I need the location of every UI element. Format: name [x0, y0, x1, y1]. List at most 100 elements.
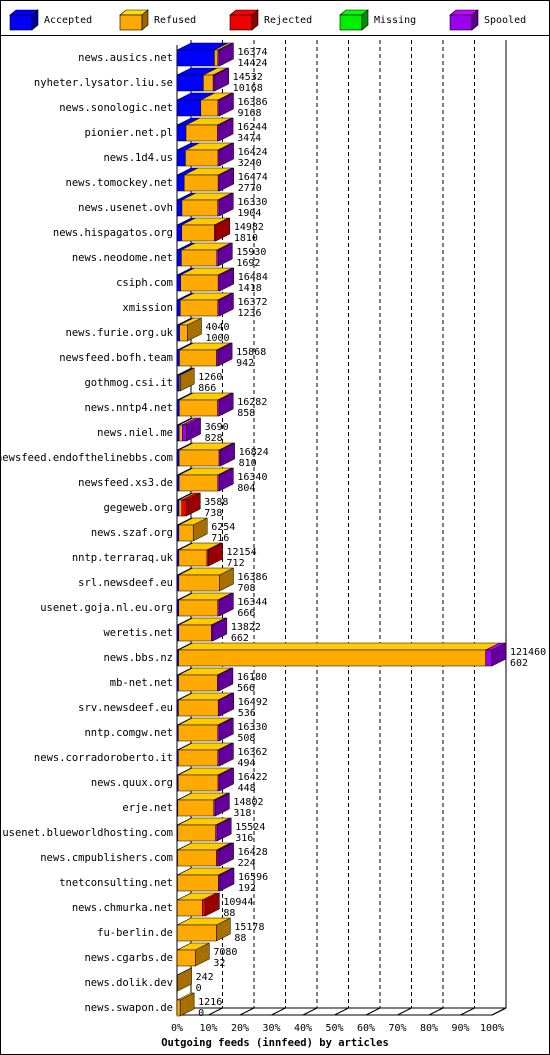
bar-segment	[181, 249, 218, 267]
accepted-label: 1418	[238, 283, 262, 294]
accepted-label: 662	[231, 633, 249, 644]
bar-side	[219, 692, 235, 717]
bar-segment	[178, 449, 220, 467]
legend-swatch	[229, 14, 253, 31]
accepted-label: 828	[205, 433, 223, 444]
bar-side	[219, 292, 234, 317]
total-label: 3690	[205, 422, 229, 433]
legend-label: Rejected	[264, 15, 312, 26]
legend-label: Missing	[374, 15, 416, 26]
bar-segment	[176, 624, 179, 642]
accepted-label: 810	[239, 458, 257, 469]
bar-side	[220, 442, 235, 467]
total-label: 16372	[237, 297, 267, 308]
bar-segment	[201, 899, 206, 917]
host-label: usenet.goja.nl.eu.org	[40, 602, 173, 614]
bar-side	[192, 517, 208, 542]
bar-side	[219, 267, 234, 292]
accepted-label: 0	[196, 983, 202, 994]
x-axis-title: Outgoing feeds (innfeed) by articles	[161, 1037, 389, 1049]
total-label: 16484	[238, 272, 268, 283]
total-label: 121460	[510, 647, 546, 658]
x-tick-label: 80%	[420, 1023, 438, 1034]
bar-side	[218, 392, 234, 417]
bar-top	[178, 642, 500, 651]
bar-segment	[203, 74, 214, 92]
accepted-label: 1904	[237, 208, 261, 219]
accepted-label: 2770	[238, 183, 262, 194]
accepted-label: 88	[223, 908, 235, 919]
host-label: nntp.comgw.net	[84, 727, 173, 739]
accepted-label: 712	[227, 558, 245, 569]
accepted-label: 32	[213, 958, 225, 969]
total-label: 16596	[238, 872, 268, 883]
x-tick-label: 20%	[231, 1023, 249, 1034]
bar-segment	[178, 424, 183, 442]
total-label: 7080	[213, 947, 237, 958]
x-tick-label: 10%	[199, 1023, 217, 1034]
bar-segment	[178, 524, 194, 542]
total-label: 15930	[236, 247, 266, 258]
accepted-label: 3240	[238, 158, 262, 169]
bar-segment	[176, 499, 180, 517]
host-label: srl.newsdeef.eu	[78, 577, 173, 589]
accepted-label: 10168	[233, 83, 263, 94]
host-label: news.dolik.dev	[84, 977, 173, 989]
x-tick-label: 40%	[294, 1023, 312, 1034]
total-label: 16362	[237, 747, 267, 758]
host-label: news.quux.org	[91, 777, 173, 789]
bar-side	[219, 567, 234, 592]
total-label: 14802	[233, 797, 263, 808]
total-label: 16244	[237, 122, 267, 133]
accepted-label: 88	[234, 933, 246, 944]
x-tick-label: 100%	[480, 1023, 504, 1034]
total-label: 16422	[238, 772, 268, 783]
tick-mark	[428, 1007, 444, 1016]
host-label: news.usenet.ovh	[78, 202, 173, 214]
host-label: news.hispagatos.org	[53, 227, 173, 239]
bar-segment	[178, 624, 212, 642]
total-label: 1216	[198, 997, 222, 1008]
bar-segment	[179, 324, 188, 342]
host-label: news.swapon.de	[84, 1002, 173, 1014]
legend-swatch-side	[361, 9, 369, 31]
bar-segment	[179, 349, 217, 367]
host-label: news.corradoroberto.it	[34, 752, 173, 764]
x-tick-label: 0%	[171, 1023, 183, 1034]
bar-side	[218, 667, 234, 692]
bar-side	[219, 467, 234, 492]
bar-side	[217, 817, 232, 842]
tick-mark	[334, 1007, 349, 1016]
bar-segment	[177, 799, 215, 817]
total-label: 16424	[238, 147, 268, 158]
total-label: 16344	[237, 597, 267, 608]
bar-segment	[176, 399, 180, 417]
bar-segment	[176, 549, 180, 567]
host-label: nyheter.lysator.liu.se	[34, 77, 173, 89]
bar-segment	[183, 174, 219, 192]
host-label: mb-net.net	[110, 677, 173, 689]
total-label: 12154	[227, 547, 257, 558]
bar-segment	[176, 899, 203, 917]
total-label: 16428	[238, 847, 268, 858]
bar-segment	[176, 99, 202, 117]
tick-mark	[271, 1007, 286, 1016]
host-label: fu-berlin.de	[97, 927, 173, 939]
host-label: tnetconsulting.net	[59, 877, 173, 889]
bar-segment	[178, 599, 219, 617]
total-label: 16330	[237, 197, 267, 208]
total-label: 16330	[237, 722, 267, 733]
bar-side	[219, 42, 234, 67]
bar-side	[219, 167, 234, 192]
host-label: newsfeed.endofthelinebbs.com	[0, 452, 173, 464]
host-label: xmission	[122, 302, 173, 314]
legend-swatch-side	[471, 9, 479, 31]
bar-side	[179, 992, 195, 1017]
total-label: 4040	[205, 322, 229, 333]
total-label: 15178	[234, 922, 264, 933]
bar-segment	[176, 274, 181, 292]
host-label: news.nntp4.net	[84, 402, 173, 414]
host-label: nntp.terraraq.uk	[72, 552, 174, 564]
x-tick-label: 50%	[325, 1023, 343, 1034]
accepted-label: 708	[237, 583, 255, 594]
